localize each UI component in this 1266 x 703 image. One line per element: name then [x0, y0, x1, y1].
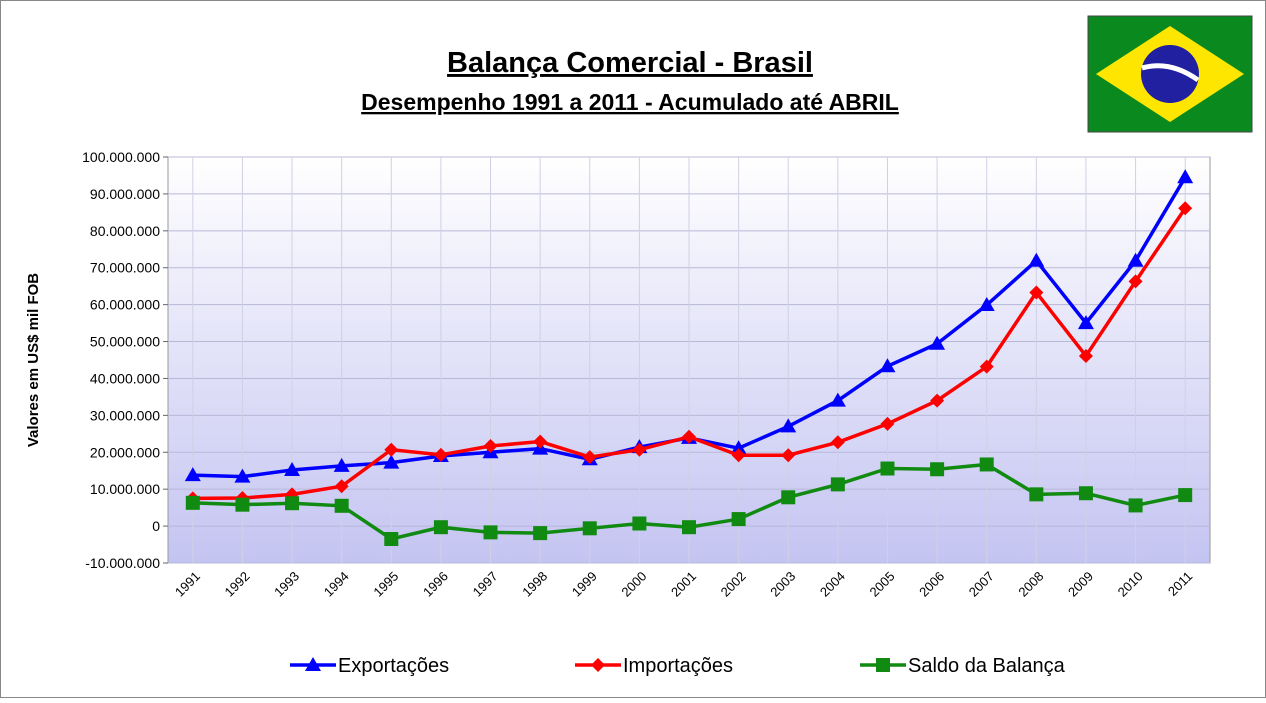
y-tick-label: 90.000.000 — [90, 186, 160, 202]
y-tick-label: 50.000.000 — [90, 334, 160, 350]
point — [185, 495, 200, 510]
y-tick-label: 40.000.000 — [90, 370, 160, 386]
point — [930, 462, 945, 477]
y-tick-label: 60.000.000 — [90, 297, 160, 313]
point — [1178, 201, 1193, 216]
y-tick-label: 100.000.000 — [82, 149, 160, 165]
point — [829, 392, 846, 407]
point — [781, 448, 796, 463]
point — [1077, 315, 1094, 330]
point — [284, 461, 301, 476]
point — [978, 297, 995, 312]
point — [334, 479, 349, 494]
point — [384, 532, 399, 547]
flag — [1087, 15, 1253, 133]
chart-title: Balança Comercial - Brasil — [447, 47, 813, 79]
point — [1128, 274, 1143, 289]
point — [285, 496, 300, 511]
point — [582, 521, 597, 536]
point — [1078, 348, 1093, 363]
point — [483, 525, 498, 540]
point — [780, 418, 797, 433]
point — [930, 393, 945, 408]
point — [979, 457, 994, 472]
y-tick-label: 80.000.000 — [90, 223, 160, 239]
point — [235, 497, 250, 512]
point — [1177, 169, 1194, 184]
point — [632, 516, 647, 531]
point — [731, 448, 746, 463]
point — [731, 512, 746, 527]
point — [333, 457, 350, 472]
y-axis-label: Valores em US$ mil FOB — [25, 273, 42, 447]
point — [433, 447, 448, 462]
y-tick-label: 30.000.000 — [90, 407, 160, 423]
point — [234, 468, 251, 483]
point — [929, 335, 946, 350]
y-tick-label: 20.000.000 — [90, 444, 160, 460]
point — [730, 440, 747, 455]
point — [1178, 488, 1193, 503]
y-tick-label: 10.000.000 — [90, 481, 160, 497]
point — [383, 454, 400, 469]
point — [880, 461, 895, 476]
y-tick-label: -10.000.000 — [85, 555, 160, 571]
point — [533, 434, 548, 449]
point — [433, 520, 448, 535]
legend-label: Importações — [623, 655, 733, 677]
legend-marker — [591, 658, 605, 672]
point — [1029, 487, 1044, 502]
point — [879, 358, 896, 373]
point — [1029, 285, 1044, 300]
point — [1128, 498, 1143, 513]
legend-marker — [876, 658, 890, 672]
point — [582, 450, 597, 465]
point — [1078, 486, 1093, 501]
point — [830, 477, 845, 492]
legend-label: Saldo da Balança — [908, 655, 1066, 677]
point — [682, 520, 696, 535]
point — [830, 435, 845, 450]
point — [632, 442, 647, 457]
y-tick-label: 0 — [152, 518, 160, 534]
point — [1127, 252, 1144, 267]
point — [781, 490, 796, 505]
y-tick-label: 70.000.000 — [90, 260, 160, 276]
point — [184, 467, 201, 482]
point — [979, 359, 994, 374]
point — [682, 429, 696, 444]
legend-marker — [305, 657, 321, 671]
point — [1028, 252, 1045, 267]
point — [384, 442, 399, 457]
point — [880, 416, 895, 431]
point — [334, 498, 349, 513]
point — [533, 526, 548, 541]
chart-subtitle: Desempenho 1991 a 2011 - Acumulado até A… — [361, 89, 899, 115]
point — [483, 438, 498, 453]
legend-label: Exportações — [338, 655, 449, 677]
